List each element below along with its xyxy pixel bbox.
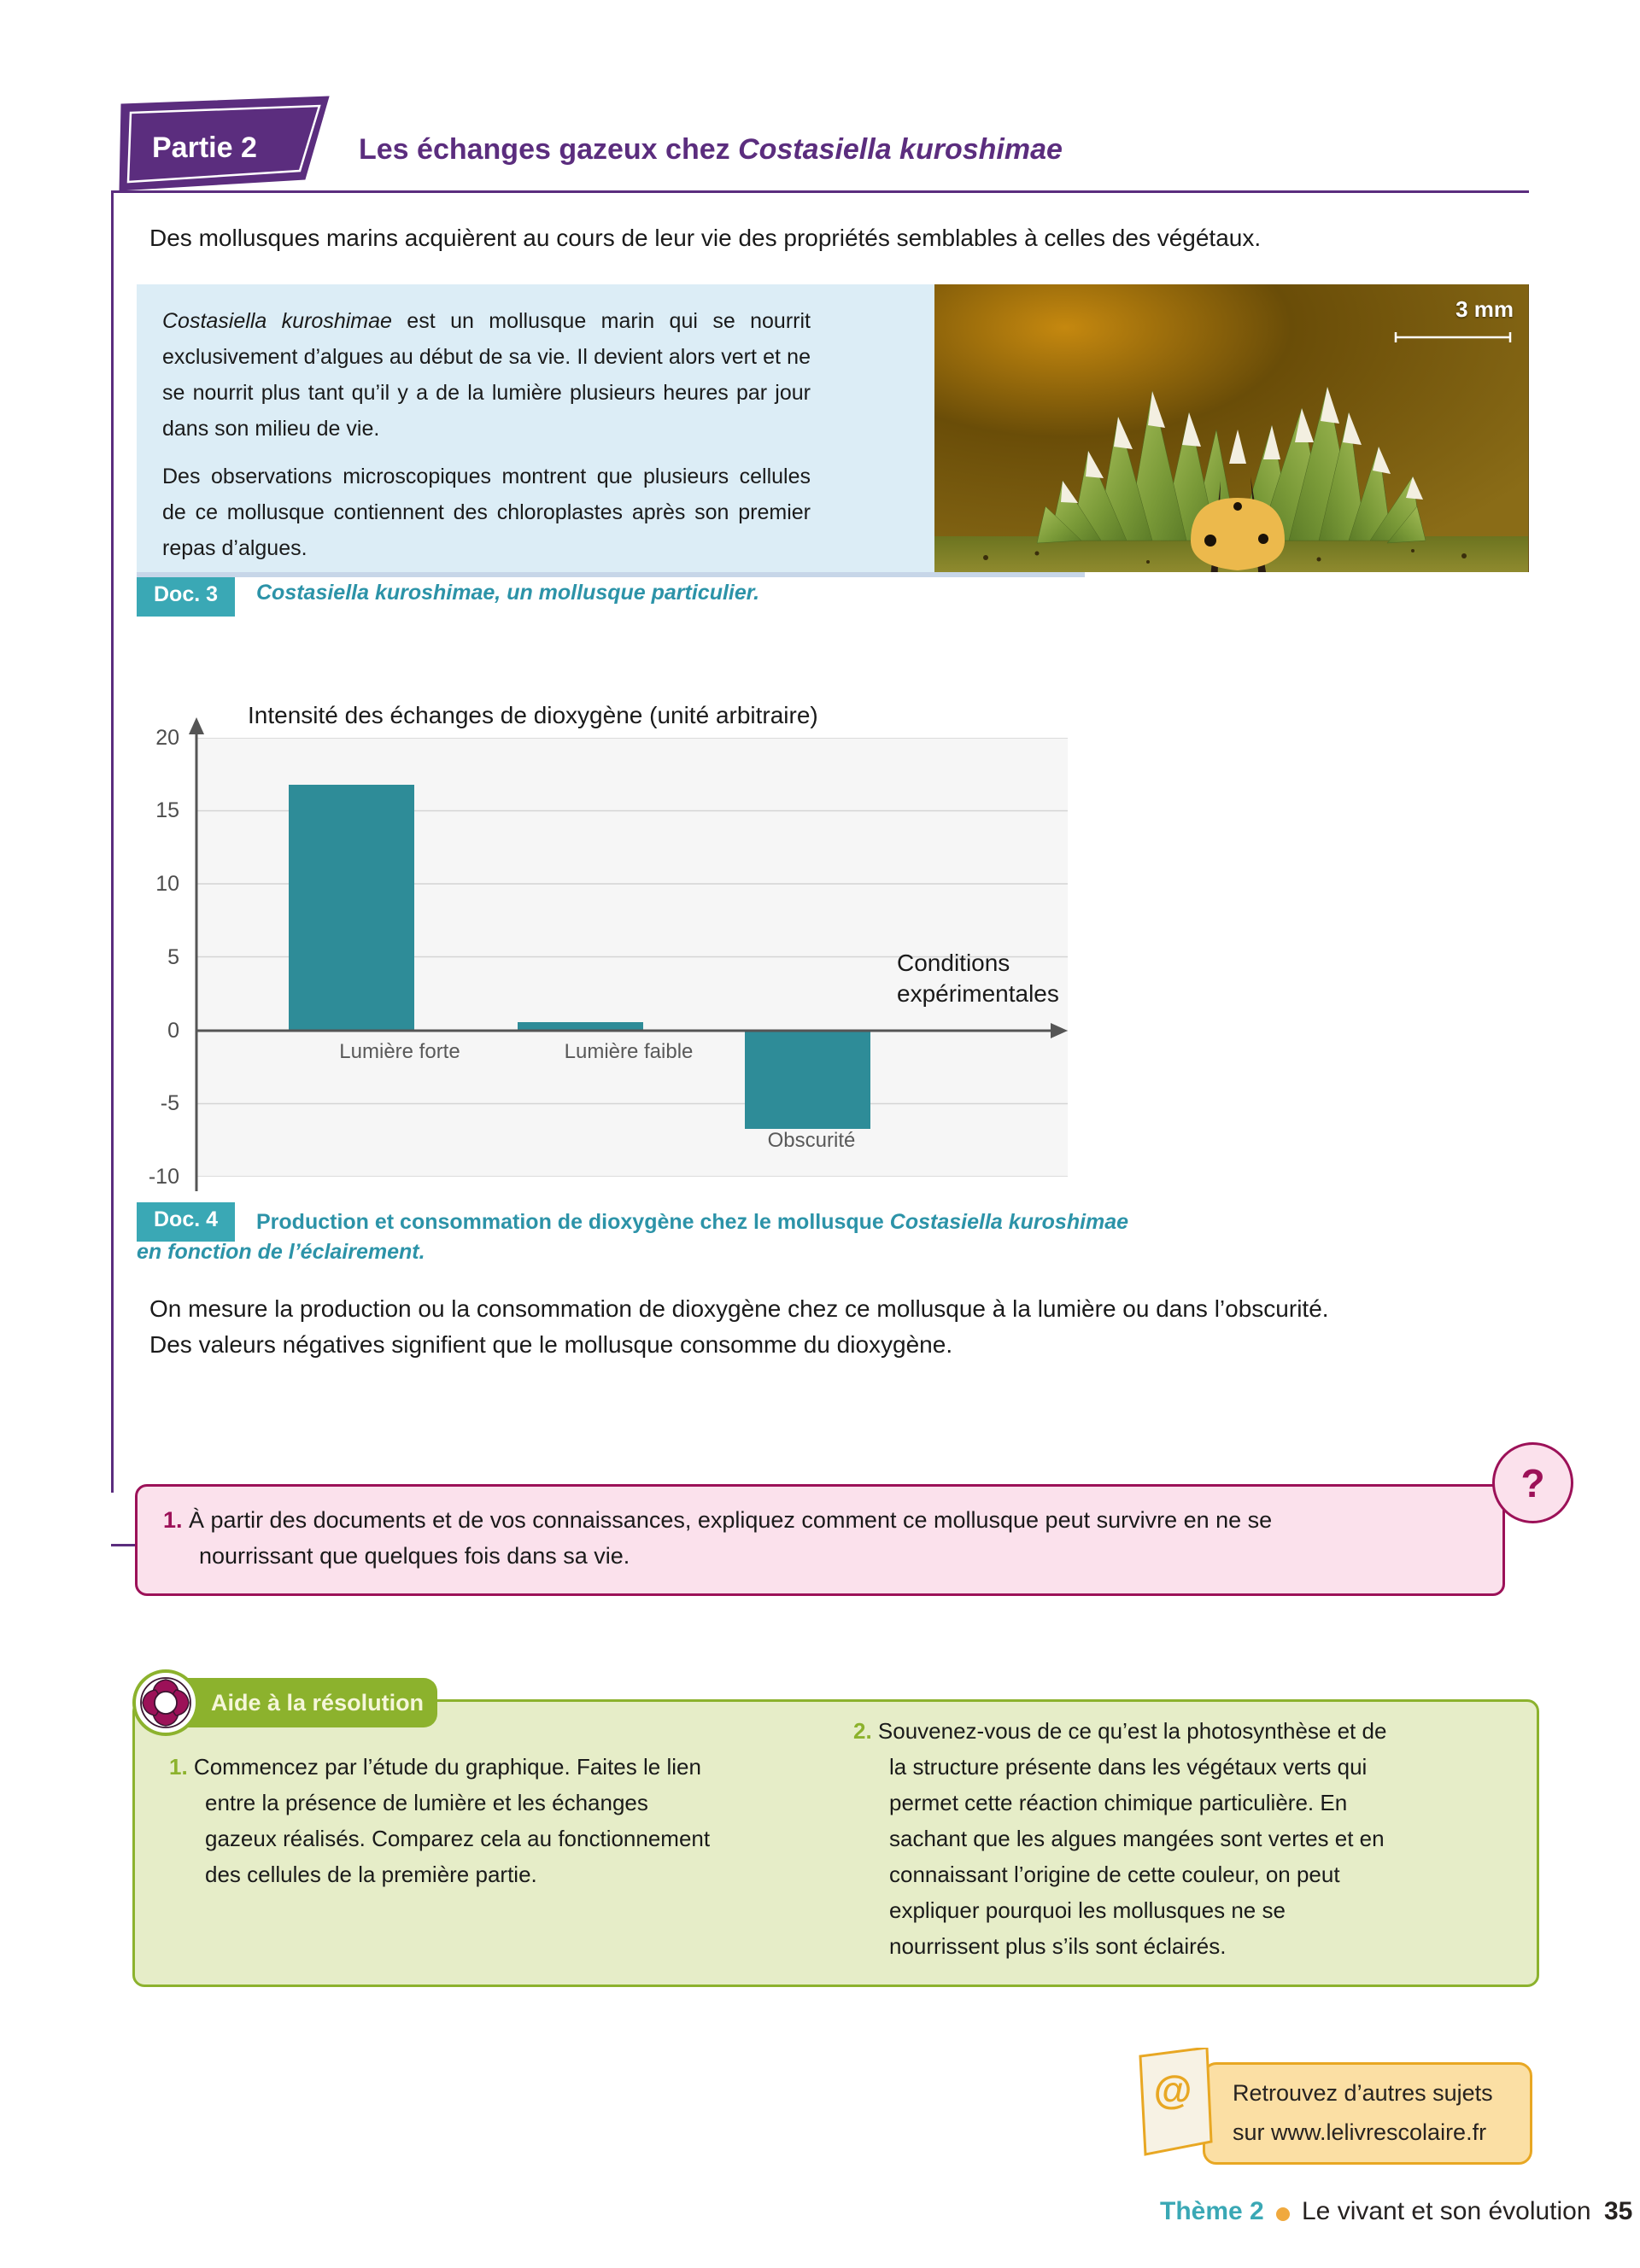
svg-text:@: @ <box>1154 2067 1192 2112</box>
